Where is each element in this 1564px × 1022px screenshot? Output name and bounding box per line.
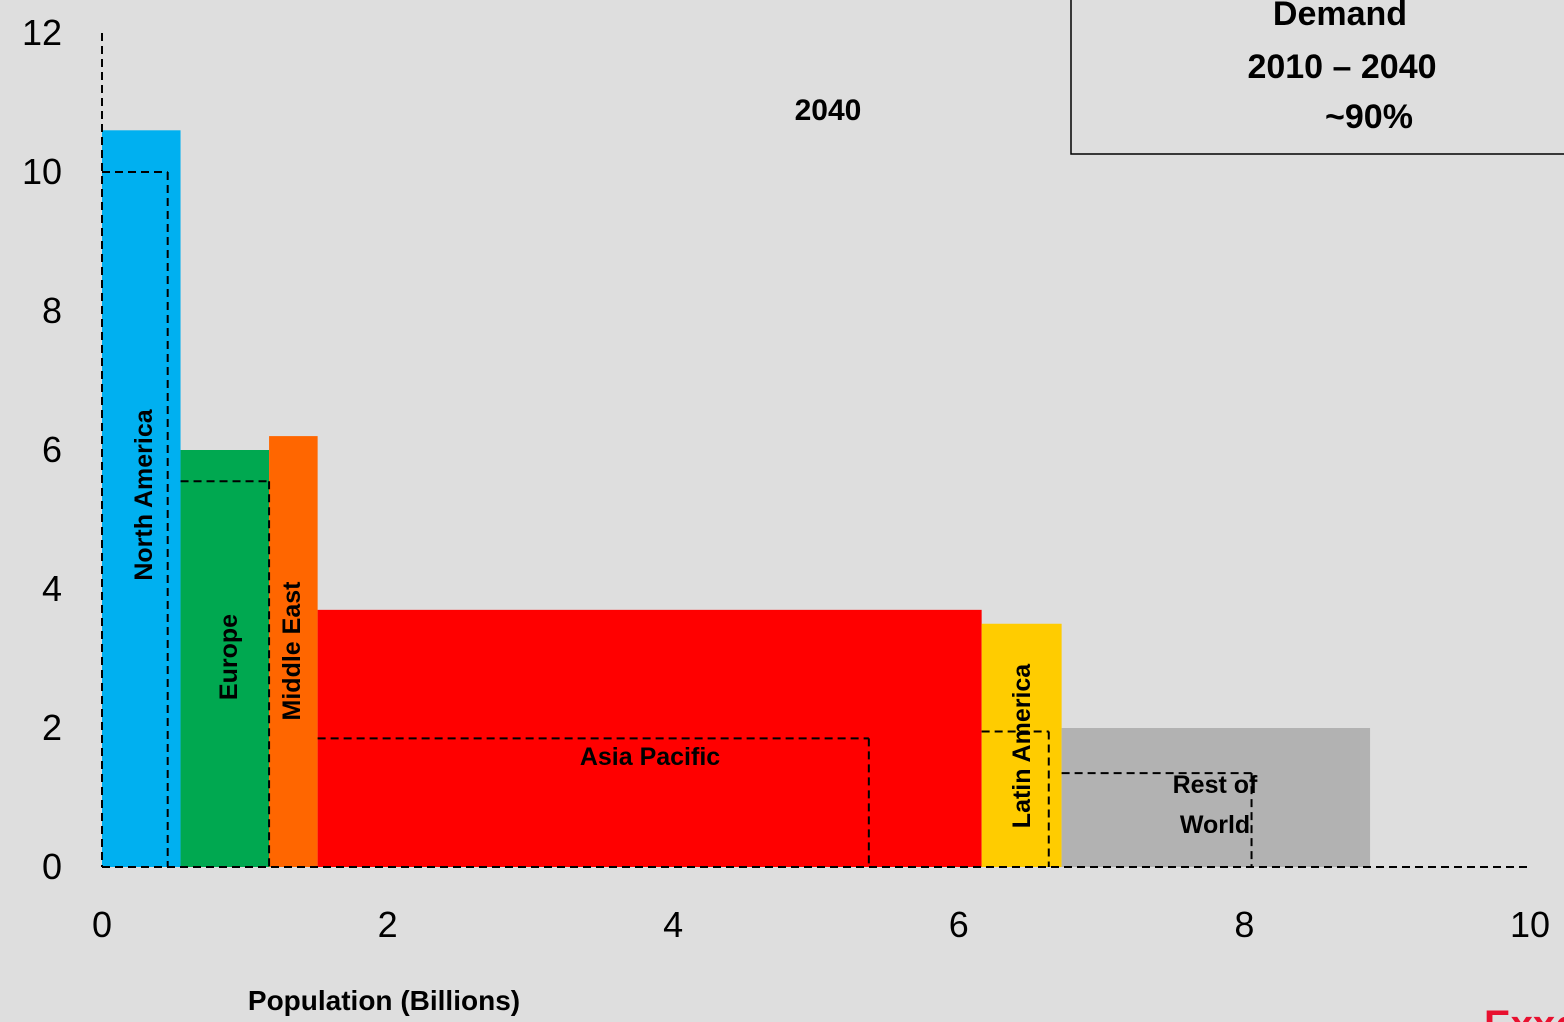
- chart-title: 2040: [795, 94, 862, 127]
- annotation-box: Demand 2010 – 2040 ~90%: [1070, 0, 1564, 155]
- bar-label-europe: Europe: [215, 614, 243, 700]
- y-tick-label: 2: [42, 707, 62, 748]
- annotation-line-3: ~90%: [1325, 98, 1413, 136]
- bar-europe: [180, 450, 270, 867]
- bar-middle-east: [269, 436, 318, 867]
- x-tick-label: 10: [1510, 904, 1550, 945]
- x-tick-label: 4: [663, 904, 683, 945]
- annotation-line-1: Demand: [1273, 0, 1407, 33]
- y-tick-label: 10: [22, 151, 62, 192]
- axis-layer: 0 2 4 6 8 10 12 0 2 4 6 8 10: [22, 12, 1550, 945]
- y-tick-label: 12: [22, 12, 62, 53]
- exxonmobil-logo: ExxonM: [1484, 1003, 1564, 1022]
- baseline-layer: [102, 171, 1253, 867]
- x-tick-label: 6: [949, 904, 969, 945]
- x-tick-label: 2: [378, 904, 398, 945]
- y-tick-label: 0: [42, 846, 62, 887]
- bar-label-latin-america: Latin America: [1008, 663, 1036, 829]
- y-tick-label: 8: [42, 290, 62, 331]
- x-tick-label: 0: [92, 904, 112, 945]
- bar-label-middle-east: Middle East: [278, 581, 306, 721]
- label-layer: North America Europe Middle East Asia Pacif…: [130, 408, 1258, 839]
- x-axis-title: Population (Billions): [248, 985, 520, 1016]
- bar-label-rest-of-world: Rest of World: [1173, 771, 1258, 839]
- bars-layer: [102, 130, 1371, 868]
- bar-rest-of-world: [1061, 728, 1371, 867]
- bar-label-north-america: North America: [130, 408, 158, 580]
- y-tick-label: 6: [42, 429, 62, 470]
- bar-label-asia-pacific: Asia Pacific: [580, 743, 720, 771]
- annotation-line-2: 2010 – 2040: [1247, 48, 1436, 86]
- y-tick-label: 4: [42, 568, 62, 609]
- x-tick-label: 8: [1234, 904, 1254, 945]
